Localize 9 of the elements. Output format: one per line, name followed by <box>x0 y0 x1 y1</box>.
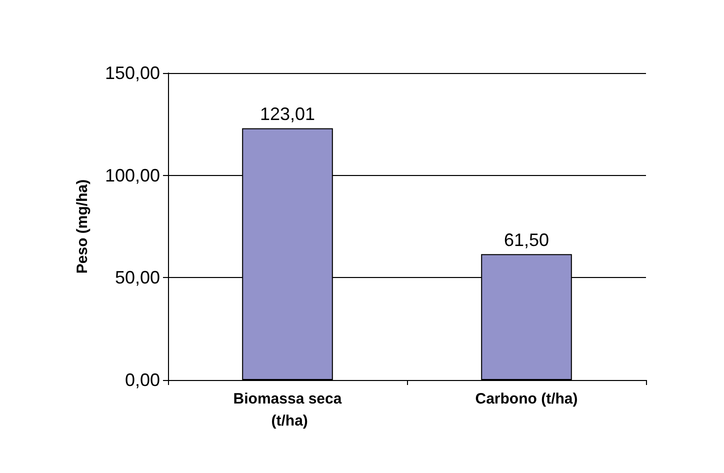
y-tick-label: 150,00 <box>104 63 160 83</box>
x-tick-label: Carbono (t/ha) <box>475 390 578 408</box>
x-tick-label: Biomassa seca (t/ha) <box>233 390 342 430</box>
y-tick-label: 50,00 <box>114 268 160 288</box>
y-axis-title: Peso (mg/ha) <box>74 179 91 274</box>
data-label: 61,50 <box>504 230 550 250</box>
y-tick-label: 0,00 <box>124 370 160 390</box>
data-label: 123,01 <box>260 104 316 124</box>
y-tick-label: 100,00 <box>104 165 160 186</box>
